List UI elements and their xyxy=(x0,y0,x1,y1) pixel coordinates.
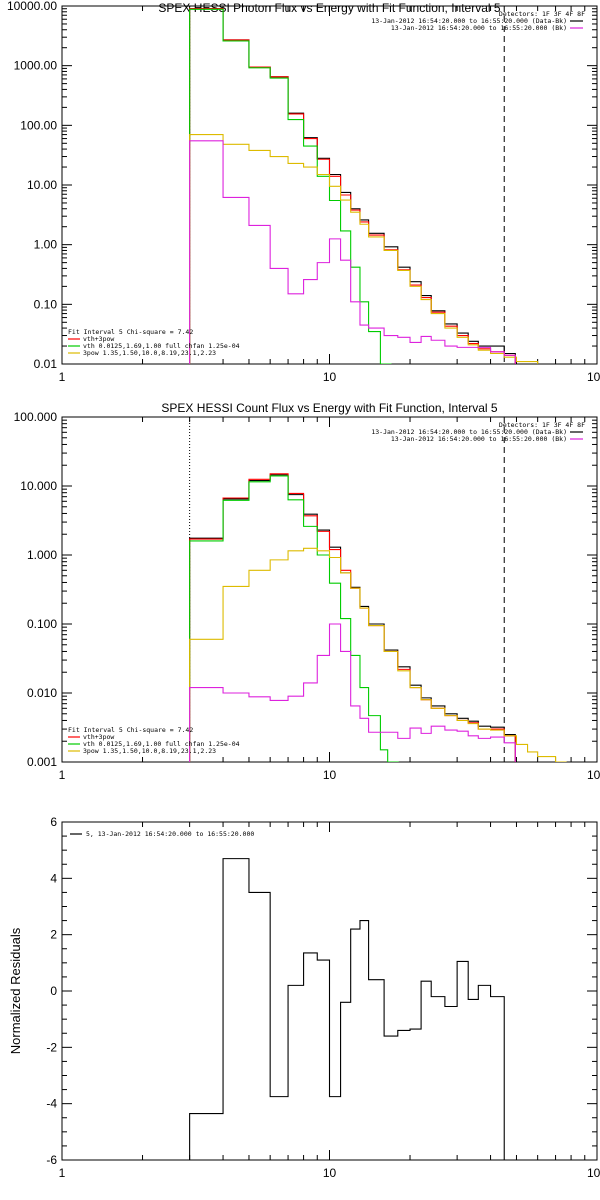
legend-header: Detectors: 1F 3F 4F 8F xyxy=(499,421,585,429)
y-tick-label: 0.10 xyxy=(34,297,58,311)
fit-legend-header: Fit Interval 5 Chi-square = 7.42 xyxy=(68,328,193,336)
x-tick-label: 1 xyxy=(59,1166,66,1180)
chart-title: SPEX HESSI Count Flux vs Energy with Fit… xyxy=(161,401,497,415)
y-tick-label: 10000.00 xyxy=(7,0,57,13)
y-tick-label: 0 xyxy=(50,984,57,998)
y-tick-label: 1.00 xyxy=(34,238,58,252)
series-line-bk xyxy=(189,140,516,364)
series-line-3pow xyxy=(189,134,550,364)
y-tick-label: 100.00 xyxy=(20,118,57,132)
y-tick-label: 1.000 xyxy=(27,548,57,562)
x-tick-label: 100 xyxy=(587,768,600,782)
x-tick-label: 100 xyxy=(587,370,600,384)
series-line-vth-3pow xyxy=(189,8,516,364)
y-tick-label: -2 xyxy=(46,1040,57,1054)
y-tick-label: -6 xyxy=(46,1153,57,1167)
x-tick-label: 10 xyxy=(323,370,337,384)
y-tick-label: 6 xyxy=(50,815,57,829)
legend-header: Detectors: 1F 3F 4F 8F xyxy=(499,10,585,18)
legend-entry-label: 13-Jan-2012 16:54:20.000 to 16:55:20.000… xyxy=(371,428,567,436)
y-tick-label: 0.001 xyxy=(27,755,57,769)
y-tick-label: 0.100 xyxy=(27,617,57,631)
legend-entry-label: 13-Jan-2012 16:54:20.000 to 16:55:20.000… xyxy=(391,435,567,443)
y-tick-label: 10.00 xyxy=(27,178,57,192)
y-tick-label: 2 xyxy=(50,928,57,942)
legend-entry-label: 13-Jan-2012 16:54:20.000 to 16:55:20.000… xyxy=(391,24,567,32)
fit-legend-label: 3pow 1.35,1.50,10.0,8.19,23.1,2.23 xyxy=(83,747,216,755)
fit-legend-label: vth+3pow xyxy=(83,335,114,343)
plot-frame xyxy=(61,416,598,763)
x-tick-label: 1 xyxy=(59,768,66,782)
fit-legend-label: 3pow 1.35,1.50,10.0,8.19,23.1,2.23 xyxy=(83,349,216,357)
residual-legend-label: 5, 13-Jan-2012 16:54:20.000 to 16:55:20.… xyxy=(86,830,254,838)
y-tick-label: -4 xyxy=(46,1097,57,1111)
series-line-residuals xyxy=(189,858,516,1160)
series-line-3pow xyxy=(189,547,567,762)
series-line-vth xyxy=(189,475,399,762)
y-tick-label: 10.000 xyxy=(20,479,57,493)
y-tick-label: 0.010 xyxy=(27,686,57,700)
y-tick-label: 0.01 xyxy=(34,357,58,371)
y-axis-label: Normalized Residuals xyxy=(8,927,23,1054)
x-tick-label: 10 xyxy=(323,1166,337,1180)
series-line-data-bk xyxy=(189,474,516,762)
fit-legend-label: vth 0.0125,1.69,1.00 full chfan 1.25e-04 xyxy=(83,342,240,350)
fit-legend-label: vth 0.0125,1.69,1.00 full chfan 1.25e-04 xyxy=(83,740,240,748)
y-tick-label: 1000.00 xyxy=(14,59,58,73)
series-line-data-bk xyxy=(189,8,516,364)
y-tick-label: 4 xyxy=(50,871,57,885)
series-line-bk xyxy=(189,623,516,762)
fit-legend-label: vth+3pow xyxy=(83,733,114,741)
residuals-panel: 1 10 100 -6 -4 -2 0 2 4 6 Normalized Residuals 5, 1… xyxy=(8,815,600,1180)
photon-flux-panel: SPEX HESSI Photon Flux vs Energy with Fi… xyxy=(7,0,600,384)
series-line-vth xyxy=(189,8,392,364)
x-tick-label: 100 xyxy=(587,1166,600,1180)
x-tick-label: 1 xyxy=(59,370,66,384)
y-tick-label: 100.000 xyxy=(14,410,58,424)
x-tick-label: 10 xyxy=(323,768,337,782)
legend-entry-label: 13-Jan-2012 16:54:20.000 to 16:55:20.000… xyxy=(371,17,567,25)
count-flux-panel: SPEX HESSI Count Flux vs Energy with Fit… xyxy=(14,401,600,782)
fit-legend-header: Fit Interval 5 Chi-square = 7.42 xyxy=(68,726,193,734)
